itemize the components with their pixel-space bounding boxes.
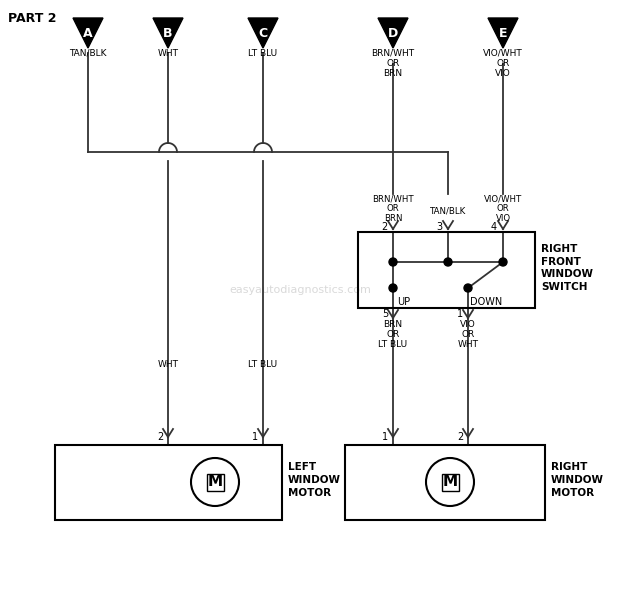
- Polygon shape: [153, 18, 183, 48]
- Text: 4: 4: [491, 222, 497, 232]
- Text: easyautodiagnostics.com: easyautodiagnostics.com: [229, 285, 371, 295]
- Text: WHT: WHT: [158, 360, 179, 369]
- Text: M: M: [442, 475, 457, 490]
- Text: RIGHT
WINDOW
MOTOR: RIGHT WINDOW MOTOR: [551, 462, 604, 498]
- Text: 1: 1: [382, 432, 388, 442]
- Circle shape: [499, 258, 507, 266]
- Text: 3: 3: [436, 222, 442, 232]
- Bar: [55, 445, 282, 520]
- Circle shape: [464, 284, 472, 292]
- Circle shape: [389, 258, 397, 266]
- Text: M: M: [208, 475, 222, 490]
- Text: B: B: [163, 27, 173, 40]
- Text: BRN/WHT
OR
BRN: BRN/WHT OR BRN: [371, 49, 415, 78]
- Text: 5: 5: [382, 309, 388, 319]
- Text: VIO/WHT
OR
VIO: VIO/WHT OR VIO: [483, 49, 523, 78]
- Text: BRN/WHT
OR
BRN: BRN/WHT OR BRN: [372, 194, 414, 223]
- Text: BRN
OR
LT BLU: BRN OR LT BLU: [378, 320, 407, 349]
- Text: 2: 2: [157, 432, 163, 442]
- Text: RIGHT
FRONT
WINDOW
SWITCH: RIGHT FRONT WINDOW SWITCH: [541, 244, 594, 292]
- Text: LT BLU: LT BLU: [248, 360, 277, 369]
- Polygon shape: [488, 18, 518, 48]
- Text: E: E: [499, 27, 507, 40]
- Text: UP: UP: [397, 297, 410, 307]
- Text: LT BLU: LT BLU: [248, 49, 277, 58]
- Text: 2: 2: [381, 222, 387, 232]
- Text: D: D: [388, 27, 398, 40]
- Text: TAN/BLK: TAN/BLK: [430, 206, 466, 215]
- Text: A: A: [83, 27, 93, 40]
- Text: 2: 2: [457, 432, 463, 442]
- Text: DOWN: DOWN: [470, 297, 502, 307]
- Polygon shape: [248, 18, 278, 48]
- Bar: [345, 445, 545, 520]
- Circle shape: [389, 284, 397, 292]
- Text: WHT: WHT: [158, 49, 179, 58]
- Polygon shape: [378, 18, 408, 48]
- Text: C: C: [258, 27, 268, 40]
- Text: 1: 1: [457, 309, 463, 319]
- Polygon shape: [73, 18, 103, 48]
- Text: 1: 1: [252, 432, 258, 442]
- Bar: [358, 232, 535, 308]
- Circle shape: [444, 258, 452, 266]
- Text: LEFT
WINDOW
MOTOR: LEFT WINDOW MOTOR: [288, 462, 341, 498]
- Text: TAN/BLK: TAN/BLK: [69, 49, 107, 58]
- Text: PART 2: PART 2: [8, 12, 56, 25]
- Bar: [206, 473, 224, 491]
- Text: VIO
OR
WHT: VIO OR WHT: [457, 320, 478, 349]
- Bar: [441, 473, 459, 491]
- Text: VIO/WHT
OR
VIO: VIO/WHT OR VIO: [484, 194, 522, 223]
